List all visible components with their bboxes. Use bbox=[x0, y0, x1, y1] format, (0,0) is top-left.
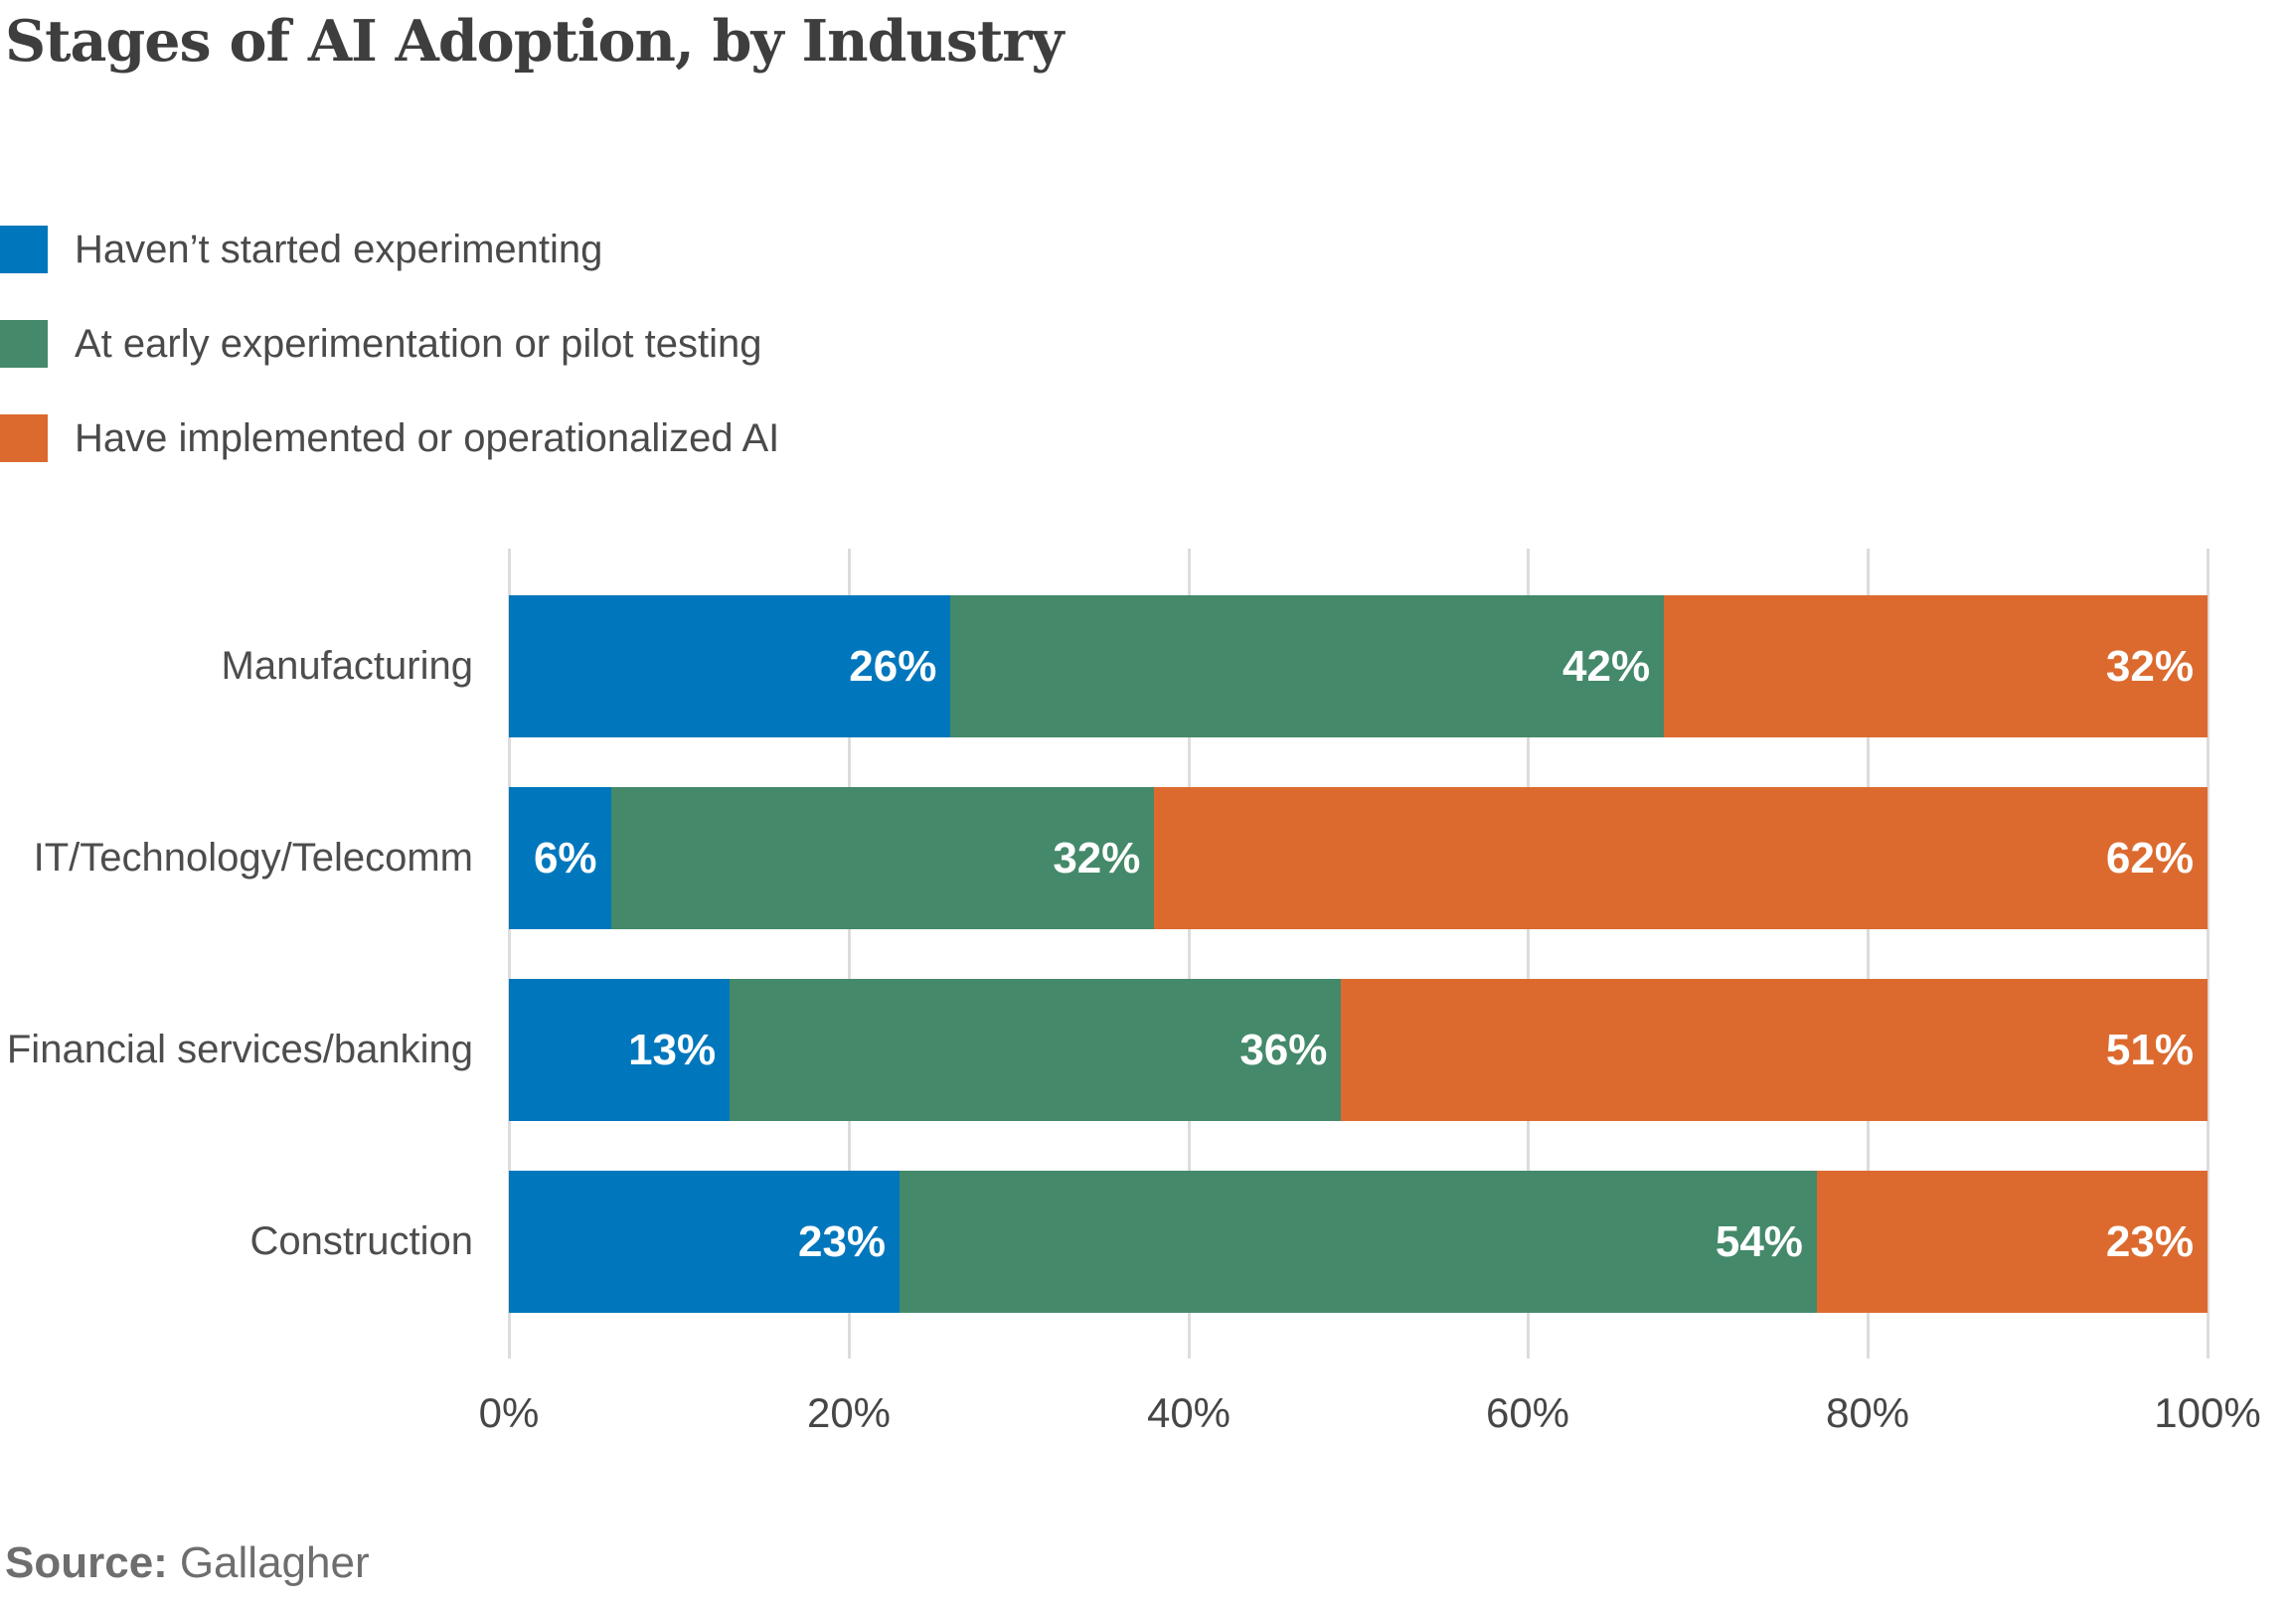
bar-segment: 51% bbox=[1341, 979, 2208, 1121]
legend-swatch-icon bbox=[0, 414, 48, 462]
legend-swatch-icon bbox=[0, 320, 48, 368]
bar-segment: 62% bbox=[1154, 787, 2208, 929]
bar-segment: 26% bbox=[509, 595, 951, 737]
gridline-60% bbox=[1527, 549, 1530, 1359]
bar-segment: 23% bbox=[509, 1171, 901, 1313]
category-label: Manufacturing bbox=[221, 644, 473, 688]
category-label: Financial services/banking bbox=[6, 1028, 473, 1071]
value-label: 26% bbox=[849, 641, 937, 691]
x-axis-tick-label: 0% bbox=[478, 1389, 540, 1436]
legend: Haven’t started experimenting At early ex… bbox=[0, 226, 779, 509]
bar-segment: 13% bbox=[509, 979, 731, 1121]
value-label: 62% bbox=[2105, 833, 2194, 882]
bar-segment: 42% bbox=[950, 595, 1665, 737]
gridline-100% bbox=[2207, 549, 2210, 1359]
x-axis-tick-label: 60% bbox=[1485, 1389, 1570, 1436]
x-axis-tick-label: 80% bbox=[1825, 1389, 1910, 1436]
legend-item-0: Haven’t started experimenting bbox=[0, 226, 779, 273]
value-label: 54% bbox=[1715, 1216, 1803, 1266]
legend-swatch-icon bbox=[0, 226, 48, 273]
chart-title: Stages of AI Adoption, by Industry bbox=[5, 8, 1064, 75]
value-label: 32% bbox=[2105, 641, 2194, 691]
bar-segment: 32% bbox=[1664, 595, 2208, 737]
legend-item-label: Haven’t started experimenting bbox=[75, 227, 603, 271]
bar-segment: 54% bbox=[900, 1171, 1817, 1313]
source-label: Source: bbox=[5, 1538, 168, 1587]
gridline-40% bbox=[1188, 549, 1191, 1359]
bar-segment: 36% bbox=[730, 979, 1342, 1121]
legend-item-2: Have implemented or operationalized AI bbox=[0, 414, 779, 462]
value-label: 42% bbox=[1562, 641, 1651, 691]
category-label: IT/Technology/Telecomm bbox=[33, 836, 473, 880]
legend-item-1: At early experimentation or pilot testin… bbox=[0, 320, 779, 368]
value-label: 6% bbox=[533, 833, 597, 882]
legend-item-label: Have implemented or operationalized AI bbox=[75, 415, 780, 460]
bar-segment: 6% bbox=[509, 787, 611, 929]
x-axis-tick-label: 40% bbox=[1146, 1389, 1231, 1436]
value-label: 23% bbox=[797, 1216, 887, 1266]
bar-segment: 23% bbox=[1816, 1171, 2208, 1313]
legend-item-label: At early experimentation or pilot testin… bbox=[75, 321, 762, 366]
gridline-20% bbox=[848, 549, 851, 1359]
x-axis-tick-label: 100% bbox=[2154, 1389, 2261, 1436]
source-value: Gallagher bbox=[179, 1538, 370, 1587]
value-label: 32% bbox=[1053, 833, 1141, 882]
value-label: 13% bbox=[628, 1025, 717, 1074]
value-label: 36% bbox=[1239, 1025, 1328, 1074]
gridline-0% bbox=[508, 549, 511, 1359]
value-label: 23% bbox=[2105, 1216, 2194, 1266]
category-label: Construction bbox=[249, 1219, 473, 1263]
source-note: Source: Gallagher bbox=[5, 1538, 370, 1588]
value-label: 51% bbox=[2105, 1025, 2194, 1074]
x-axis-tick-label: 20% bbox=[806, 1389, 892, 1436]
gridline-80% bbox=[1867, 549, 1870, 1359]
bar-segment: 32% bbox=[610, 787, 1155, 929]
